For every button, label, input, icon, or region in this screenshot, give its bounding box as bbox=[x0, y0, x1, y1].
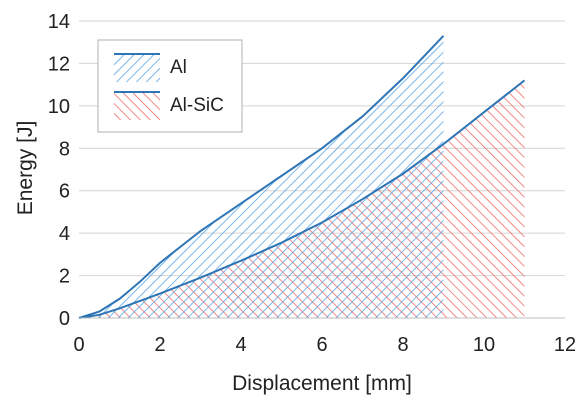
legend-swatch-al-sic bbox=[114, 92, 160, 120]
legend-label-al: Al bbox=[170, 57, 187, 78]
series-lines bbox=[78, 35, 526, 319]
series-line-al bbox=[78, 35, 445, 319]
x-axis-title: Displacement [mm] bbox=[232, 372, 412, 395]
y-tick-label: 14 bbox=[48, 11, 70, 33]
x-tick-label: 4 bbox=[235, 334, 246, 356]
area-fills bbox=[79, 35, 525, 319]
x-tick-label: 8 bbox=[397, 334, 408, 356]
y-tick-label: 4 bbox=[59, 223, 70, 245]
y-tick-label: 0 bbox=[59, 308, 70, 330]
x-tick-labels: 0 2 4 6 8 10 12 bbox=[73, 334, 576, 356]
y-axis-title: Energy [J] bbox=[14, 121, 37, 216]
y-tick-label: 10 bbox=[48, 96, 70, 118]
legend-swatch-al bbox=[114, 54, 160, 82]
y-tick-labels: 0 2 4 6 8 10 12 14 bbox=[48, 11, 70, 330]
legend: Al Al-SiC bbox=[97, 39, 243, 133]
series-line-al-sic bbox=[78, 79, 526, 319]
x-tick-label: 0 bbox=[73, 334, 84, 356]
y-tick-label: 6 bbox=[59, 181, 70, 203]
x-tick-label: 10 bbox=[473, 334, 495, 356]
y-tick-label: 12 bbox=[48, 53, 70, 75]
x-tick-label: 6 bbox=[316, 334, 327, 356]
x-tick-label: 12 bbox=[554, 334, 576, 356]
x-tick-label: 2 bbox=[154, 334, 165, 356]
y-tick-label: 8 bbox=[59, 138, 70, 160]
area-al bbox=[79, 35, 444, 318]
y-tick-label: 2 bbox=[59, 266, 70, 288]
legend-label-al-sic: Al-SiC bbox=[170, 95, 224, 116]
